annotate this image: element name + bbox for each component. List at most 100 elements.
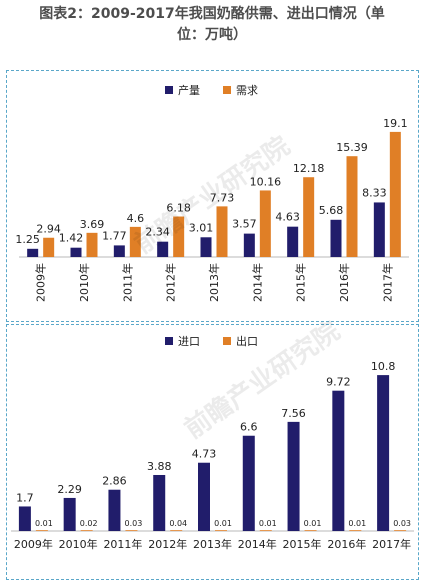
data-label-需求-2009年: 2.94: [36, 223, 61, 236]
x-tick-label-2013年: 2013年: [207, 263, 221, 302]
legend-swatch-1: [165, 86, 173, 94]
import-export-chart: 进口 出口 1.7 0.01 2009年 2.29 0.02 2010年 2.86 0.03 201…: [11, 334, 414, 551]
data-label-出口-2011年: 0.03: [125, 519, 143, 528]
data-label-进口-2015年: 7.56: [281, 407, 306, 420]
data-label-需求-2010年: 3.69: [80, 218, 105, 231]
data-label-出口-2016年: 0.01: [348, 519, 366, 528]
import-export-panel: 进口 出口 1.7 0.01 2009年 2.29 0.02 2010年 2.86 0.03 201…: [6, 324, 419, 580]
bar-进口-2017年: [377, 375, 390, 531]
x-tick-label-2012年: 2012年: [148, 537, 187, 551]
bar-进口-2014年: [242, 435, 255, 531]
bar-出口-2015年: [304, 530, 317, 531]
data-label-产量-2013年: 3.01: [189, 221, 214, 234]
x-tick-label-2016年: 2016年: [337, 263, 351, 302]
bar-需求-2010年: [86, 232, 98, 257]
bar-产量-2009年: [27, 248, 39, 257]
data-label-产量-2010年: 1.42: [59, 232, 84, 245]
legend-label-2: 需求: [236, 84, 258, 97]
data-label-进口-2017年: 10.8: [371, 360, 396, 373]
bar-进口-2016年: [332, 390, 345, 531]
x-tick-label-2014年: 2014年: [238, 537, 277, 551]
chart-title-line-2: 位：万吨）: [177, 27, 247, 43]
data-label-进口-2010年: 2.29: [57, 483, 82, 496]
x-tick-label-2012年: 2012年: [164, 263, 178, 302]
x-tick-label-2010年: 2010年: [59, 537, 98, 551]
bar-进口-2012年: [153, 474, 166, 531]
data-label-出口-2009年: 0.01: [35, 519, 53, 528]
bar-出口-2016年: [349, 530, 362, 531]
x-tick-label-2011年: 2011年: [103, 537, 142, 551]
data-label-需求-2015年: 12.18: [293, 162, 325, 175]
bar-进口-2013年: [198, 462, 210, 531]
bar-产量-2014年: [243, 233, 255, 257]
x-tick-label-2014年: 2014年: [250, 263, 264, 302]
legend-label-2: 出口: [236, 334, 258, 348]
chart-title-line-1: 图表2：2009-2017年我国奶酪供需、进出口情况（单: [39, 6, 385, 22]
bar-产量-2012年: [157, 241, 169, 257]
data-label-进口-2013年: 4.73: [192, 448, 217, 461]
legend-swatch-2: [223, 337, 231, 345]
data-label-需求-2016年: 15.39: [336, 141, 368, 154]
bar-需求-2015年: [303, 177, 315, 257]
data-label-产量-2016年: 5.68: [319, 204, 344, 217]
data-label-出口-2017年: 0.03: [393, 519, 411, 528]
data-label-进口-2016年: 9.72: [326, 376, 351, 389]
bar-需求-2014年: [259, 190, 271, 257]
x-tick-label-2016年: 2016年: [327, 537, 366, 551]
bar-产量-2011年: [113, 245, 125, 257]
bar-出口-2009年: [35, 530, 48, 531]
data-label-进口-2012年: 3.88: [147, 460, 172, 473]
data-label-需求-2017年: 19.1: [383, 117, 408, 130]
supply-demand-chart: 产量 需求 1.252.94 2009年 1.423.69 2010年 1.774.6 201…: [15, 83, 409, 302]
data-label-进口-2009年: 1.7: [16, 491, 34, 504]
legend-swatch-2: [223, 86, 231, 94]
data-label-需求-2012年: 6.18: [166, 202, 191, 215]
data-label-产量-2011年: 1.77: [102, 229, 127, 242]
x-tick-label-2009年: 2009年: [14, 537, 53, 551]
bar-出口-2011年: [125, 530, 138, 531]
data-label-产量-2014年: 3.57: [232, 218, 257, 231]
x-tick-label-2009年: 2009年: [34, 263, 48, 302]
data-label-进口-2014年: 6.6: [240, 421, 258, 434]
legend-swatch-1: [165, 337, 173, 345]
chart-title: 图表2：2009-2017年我国奶酪供需、进出口情况（单 位：万吨）: [6, 4, 418, 46]
bar-需求-2017年: [389, 131, 401, 257]
bar-需求-2011年: [129, 226, 141, 257]
data-label-产量-2017年: 8.33: [362, 186, 387, 199]
bar-产量-2015年: [287, 226, 299, 257]
bar-产量-2010年: [70, 247, 82, 257]
bar-出口-2017年: [394, 530, 407, 531]
data-label-产量-2009年: 1.25: [15, 233, 40, 246]
bar-需求-2012年: [173, 216, 185, 257]
x-tick-label-2017年: 2017年: [372, 537, 411, 551]
data-label-产量-2015年: 4.63: [275, 211, 300, 224]
legend-label-1: 进口: [178, 335, 200, 348]
x-tick-label-2015年: 2015年: [283, 537, 322, 551]
data-label-需求-2014年: 10.16: [250, 175, 282, 188]
data-label-出口-2012年: 0.04: [169, 519, 187, 528]
bar-进口-2011年: [108, 489, 121, 531]
data-label-出口-2015年: 0.01: [304, 519, 322, 528]
bar-需求-2009年: [43, 237, 55, 257]
bar-出口-2012年: [170, 530, 183, 531]
bar-需求-2013年: [216, 206, 228, 257]
bar-产量-2017年: [373, 202, 385, 257]
data-label-出口-2013年: 0.01: [214, 519, 232, 528]
data-label-需求-2011年: 4.6: [127, 212, 145, 225]
supply-demand-panel: 产量 需求 1.25 2.94 2009年 1.42 3.69 2010年 1.77 4.6 201…: [6, 70, 419, 322]
x-tick-label-2013年: 2013年: [193, 537, 232, 551]
data-label-出口-2014年: 0.01: [259, 519, 277, 528]
bar-产量-2016年: [330, 219, 342, 257]
bar-进口-2015年: [287, 421, 300, 531]
bar-进口-2010年: [63, 497, 76, 531]
bar-进口-2009年: [18, 506, 31, 531]
x-tick-label-2011年: 2011年: [120, 263, 134, 302]
data-label-产量-2012年: 2.34: [145, 226, 170, 239]
legend-label-1: 产量: [178, 83, 200, 97]
data-label-出口-2010年: 0.02: [80, 519, 98, 528]
data-label-进口-2011年: 2.86: [102, 475, 127, 488]
bar-出口-2013年: [215, 530, 227, 531]
x-tick-label-2010年: 2010年: [77, 263, 91, 302]
x-tick-label-2015年: 2015年: [294, 263, 308, 302]
data-label-需求-2013年: 7.73: [210, 191, 235, 204]
